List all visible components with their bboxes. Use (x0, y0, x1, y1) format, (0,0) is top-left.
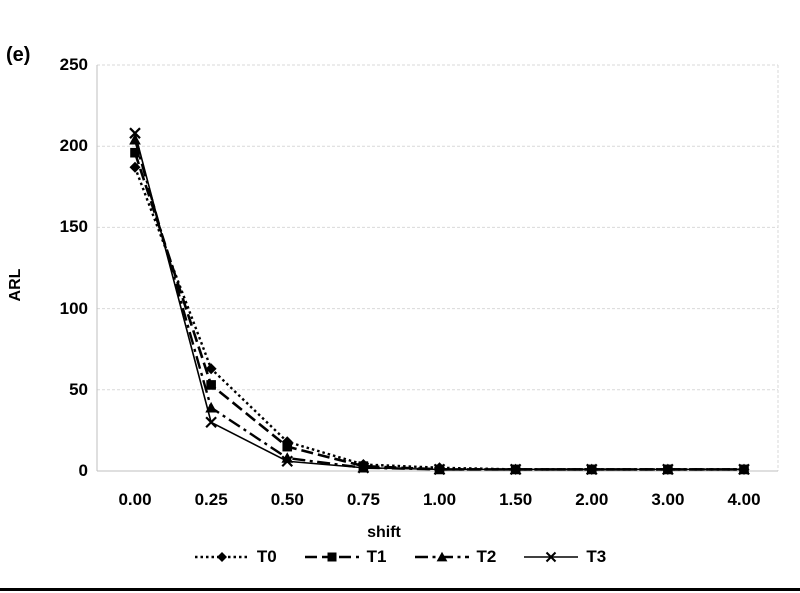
series-line-T2 (133, 139, 744, 471)
legend-label-T2: T2 (476, 547, 497, 566)
y-tick-label-150: 150 (59, 217, 88, 237)
y-tick-label-0: 0 (78, 461, 88, 480)
y-tick-label-100: 100 (59, 298, 88, 318)
x-tick-label-2.00: 2.00 (575, 490, 609, 509)
series-marker-T3 (662, 463, 674, 476)
x-tick-label-0.50: 0.50 (270, 490, 304, 509)
legend-label-T1: T1 (366, 547, 387, 566)
series-marker-T1 (282, 441, 293, 452)
legend-marker-T3 (546, 551, 557, 563)
legend-item-T1: T1 (304, 547, 387, 567)
series-marker-T3 (357, 461, 370, 474)
legend-marker-T2 (436, 551, 447, 562)
y-tick-label-200: 200 (59, 136, 88, 156)
legend-x-sample-icon (524, 551, 579, 563)
chart-legend: T0 T1 T2 T3 (0, 547, 800, 567)
series-marker-T3 (129, 127, 141, 139)
series-line-T3 (134, 133, 744, 471)
x-tick-label-0.25: 0.25 (194, 490, 228, 509)
series-marker-T0 (205, 363, 217, 375)
legend-item-T2: T2 (414, 547, 497, 567)
legend-marker-T1 (327, 552, 337, 562)
series-line-T1 (133, 152, 744, 471)
legend-label-T3: T3 (586, 547, 607, 566)
x-tick-label-1.00: 1.00 (422, 490, 457, 509)
x-tick-label-0.00: 0.00 (118, 490, 152, 509)
series-marker-T3 (509, 463, 522, 476)
legend-marker-T0 (216, 552, 227, 562)
series-marker-T1 (130, 147, 140, 158)
x-tick-label-3.00: 3.00 (651, 490, 685, 509)
panel-label: (e) (6, 44, 31, 66)
series-marker-T3 (585, 463, 598, 476)
series-marker-T3 (738, 463, 750, 476)
series-marker-T0 (129, 161, 141, 173)
series-marker-T3 (281, 455, 294, 468)
series-marker-T3 (205, 416, 217, 429)
series-line-T0 (133, 166, 744, 471)
bottom-divider-rule (0, 588, 800, 591)
x-tick-label-0.75: 0.75 (346, 490, 380, 509)
y-tick-label-50: 50 (69, 379, 88, 399)
y-axis-title: ARL (7, 268, 24, 302)
series-marker-T1 (206, 380, 216, 390)
legend-item-T3: T3 (523, 547, 606, 567)
x-tick-label-1.50: 1.50 (499, 490, 533, 509)
legend-square-sample-icon (304, 552, 359, 562)
legend-label-T0: T0 (256, 547, 277, 566)
y-tick-label-250: 250 (59, 55, 88, 74)
legend-triangle-sample-icon (414, 551, 469, 562)
legend-diamond-sample-icon (194, 552, 249, 562)
series-marker-T3 (433, 463, 446, 476)
x-axis-title: shift (367, 524, 401, 541)
legend-item-T0: T0 (194, 547, 277, 567)
x-tick-label-4.00: 4.00 (727, 490, 761, 509)
